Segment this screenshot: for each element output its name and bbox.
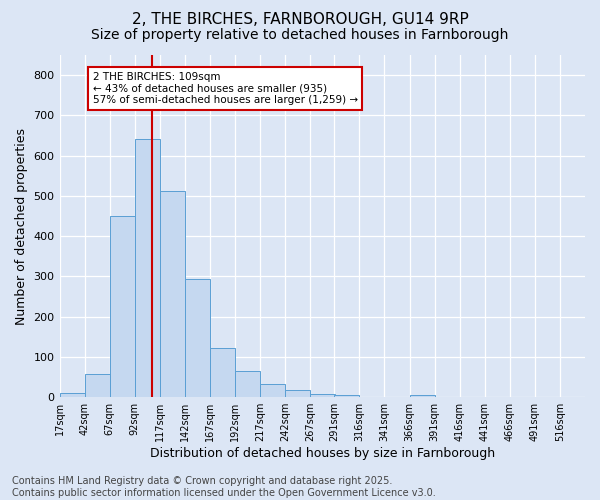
Bar	[285, 390, 310, 397]
Bar	[410, 395, 434, 397]
Bar	[135, 138, 160, 397]
Text: Contains HM Land Registry data © Crown copyright and database right 2025.
Contai: Contains HM Land Registry data © Crown c…	[12, 476, 436, 498]
Bar	[110, 216, 135, 397]
Bar	[59, 393, 85, 397]
Bar	[160, 192, 185, 397]
Y-axis label: Number of detached properties: Number of detached properties	[15, 128, 28, 324]
Bar	[260, 384, 285, 397]
Text: Size of property relative to detached houses in Farnborough: Size of property relative to detached ho…	[91, 28, 509, 42]
Bar	[85, 374, 110, 397]
Bar	[334, 395, 359, 397]
Bar	[310, 394, 335, 397]
Bar	[210, 348, 235, 397]
Bar	[185, 279, 210, 397]
Text: 2 THE BIRCHES: 109sqm
← 43% of detached houses are smaller (935)
57% of semi-det: 2 THE BIRCHES: 109sqm ← 43% of detached …	[92, 72, 358, 105]
Text: 2, THE BIRCHES, FARNBOROUGH, GU14 9RP: 2, THE BIRCHES, FARNBOROUGH, GU14 9RP	[131, 12, 469, 28]
Bar	[235, 372, 260, 397]
X-axis label: Distribution of detached houses by size in Farnborough: Distribution of detached houses by size …	[150, 447, 495, 460]
